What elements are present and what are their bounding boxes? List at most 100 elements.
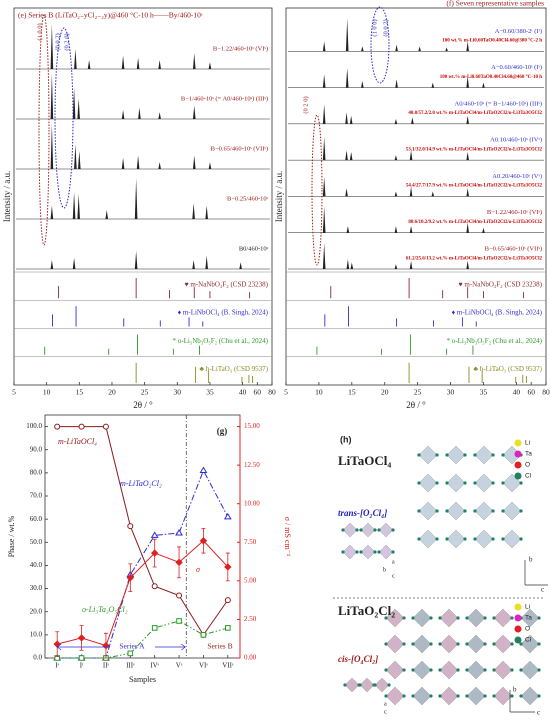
- octahedron: [474, 445, 494, 465]
- peak: [322, 104, 326, 124]
- hkl-label: (0 0 2): [382, 19, 389, 36]
- octahedron: [418, 501, 438, 521]
- x-tick-label: Vˢ: [176, 662, 183, 670]
- marker: [200, 632, 207, 638]
- peak: [361, 46, 364, 52]
- y-tick-label: 70.0: [30, 492, 43, 500]
- axis-label: b: [383, 567, 386, 573]
- trace-note: 100 wt.% m-Li0.60TaO0.40Cl4.60@460 °C-10…: [440, 75, 543, 80]
- atom: [384, 694, 388, 698]
- peak: [350, 262, 354, 269]
- octahedron: [439, 686, 459, 706]
- axis-glyph: [524, 560, 548, 586]
- atom: [510, 616, 514, 620]
- peak: [409, 260, 413, 269]
- marker: [224, 597, 231, 604]
- octahedron: [446, 445, 466, 465]
- x-axis-label: Samples: [129, 675, 156, 684]
- atom: [492, 642, 496, 646]
- octahedron: [493, 634, 513, 654]
- x-tick-label: IIIˢ: [126, 662, 135, 670]
- legend-swatch: [514, 450, 522, 458]
- peak: [395, 79, 398, 88]
- marker: [175, 529, 183, 536]
- peak: [349, 115, 353, 124]
- series-name: m-LiTaO₂Cl₂: [120, 479, 162, 488]
- octahedron: [418, 445, 438, 465]
- atom: [377, 550, 381, 554]
- octahedron: [342, 544, 358, 560]
- y-tick-label: 20.0: [30, 607, 43, 615]
- atom: [465, 668, 469, 672]
- peak: [208, 162, 212, 169]
- peak: [121, 157, 125, 169]
- x-tick-label: VIIˢ: [222, 662, 234, 670]
- octahedron: [418, 473, 438, 493]
- atom: [438, 668, 442, 672]
- octahedron: [466, 686, 486, 706]
- atom: [510, 642, 514, 646]
- octahedron: [446, 473, 466, 493]
- octahedron: [520, 608, 540, 628]
- atom: [483, 694, 487, 698]
- series-line: [57, 469, 229, 659]
- atom: [501, 537, 505, 541]
- octahedron: [493, 686, 513, 706]
- legend-label: Li: [525, 604, 530, 611]
- legend-swatch: [514, 614, 522, 622]
- x-tick-label: IVˢ: [150, 662, 159, 670]
- atom: [384, 642, 388, 646]
- peak: [466, 76, 469, 88]
- y2-tick-label: 15.00: [244, 422, 260, 430]
- octahedron: [385, 660, 405, 680]
- atom: [359, 550, 363, 554]
- plot-frame: [13, 7, 273, 386]
- trace-note: 61.2/25.6/13.2 wt.% m-LiTaOCl4/m-LiTaO2C…: [406, 256, 543, 261]
- peak: [409, 226, 413, 233]
- peak: [322, 206, 326, 233]
- peak: [208, 62, 212, 69]
- panel-title: (e) Series B (LiTaO₂₋yCl₂₋₂y)@460 °C-10 …: [18, 11, 203, 20]
- x-tick-label: Iᵗ: [80, 662, 84, 670]
- octahedron: [466, 660, 486, 680]
- atom: [519, 694, 523, 698]
- peak-highlight: [311, 114, 323, 266]
- octahedron: [378, 522, 394, 538]
- peak: [394, 118, 398, 124]
- peak: [87, 60, 91, 69]
- peak: [239, 262, 242, 269]
- series-line: [57, 620, 228, 659]
- atom: [391, 528, 395, 532]
- legend-label: O: [525, 626, 530, 633]
- atom: [492, 616, 496, 620]
- atom: [411, 694, 415, 698]
- atom: [402, 616, 406, 620]
- atom: [435, 453, 439, 457]
- octahedron: [466, 608, 486, 628]
- x-tick-label: 35: [480, 388, 488, 397]
- atom: [465, 616, 469, 620]
- peak-highlight: [54, 27, 74, 209]
- peak: [322, 74, 326, 88]
- peak: [74, 144, 77, 169]
- atom: [429, 668, 433, 672]
- legend-label: O: [525, 462, 530, 469]
- atom: [402, 642, 406, 646]
- x-tick-label: 80: [542, 388, 550, 397]
- peak: [466, 41, 469, 52]
- trace-note: 54.4/27.7/17.9 wt.% m-LiTaOCl4/m-LiTaO2C…: [406, 184, 543, 189]
- peak: [345, 188, 348, 197]
- hkl-label: (0 0 2): [54, 33, 61, 50]
- atom: [537, 616, 541, 620]
- legend-swatch: [514, 439, 522, 447]
- axis-label: a: [384, 701, 387, 707]
- atom: [473, 537, 477, 541]
- marker: [126, 574, 135, 582]
- octahedron: [439, 634, 459, 654]
- y-axis-label: Phase / wt.%: [7, 515, 16, 557]
- peak: [192, 203, 195, 219]
- axis-label: c: [392, 573, 395, 579]
- peak: [158, 60, 161, 69]
- peak-highlight: [370, 6, 390, 84]
- peak: [411, 117, 414, 124]
